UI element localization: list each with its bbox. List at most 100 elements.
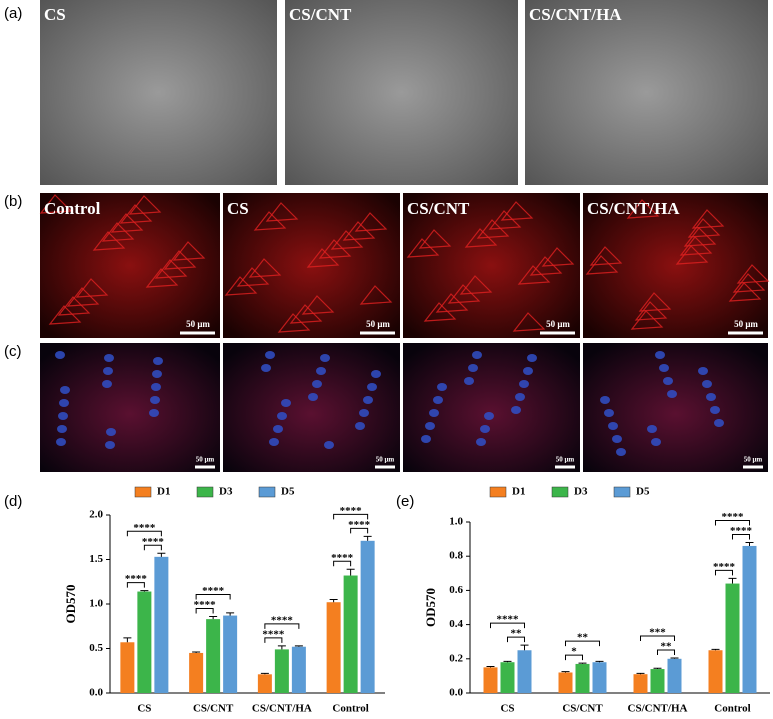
legend-swatch — [489, 486, 507, 498]
significance-bracket — [333, 560, 352, 567]
legend-swatch — [258, 486, 276, 498]
error-bar — [294, 645, 303, 647]
y-axis-label: OD570 — [423, 588, 438, 627]
cell — [589, 246, 623, 266]
bar — [575, 663, 590, 693]
significance-label: **** — [133, 522, 156, 534]
y-tick-label: 0.2 — [449, 652, 463, 664]
error-bar — [140, 590, 149, 592]
sem-image — [40, 0, 277, 185]
cell — [359, 285, 393, 305]
nucleus — [714, 419, 724, 427]
sem-image — [525, 0, 768, 185]
significance-bracket — [715, 569, 733, 576]
significance-label: **** — [271, 614, 294, 626]
error-bar — [561, 671, 570, 673]
nucleus — [702, 380, 712, 388]
nucleus — [468, 364, 478, 372]
significance-bracket — [640, 635, 675, 641]
scale-label: 50 μm — [366, 319, 390, 329]
nucleus — [667, 390, 677, 398]
bar — [708, 650, 723, 693]
y-tick-label: 1.5 — [89, 553, 103, 565]
nucleus — [103, 367, 113, 375]
bar — [500, 662, 515, 693]
bar — [274, 649, 289, 693]
nucleus — [324, 441, 334, 449]
bar — [742, 545, 757, 693]
nucleus — [273, 425, 283, 433]
bar — [592, 662, 607, 693]
error-bar — [728, 577, 737, 584]
significance-label: **** — [194, 599, 217, 611]
nucleus — [316, 367, 326, 375]
significance-label: *** — [649, 626, 666, 638]
cell — [39, 194, 73, 214]
charts: OD570 0.0 0.5 1.0 1.5 2.0 D1 D3 D5 CS CS/CNT CS/CNT… — [63, 486, 770, 715]
error-bar — [711, 648, 720, 651]
bar — [633, 674, 648, 693]
error-bar — [260, 672, 269, 675]
image-label: CS — [227, 199, 249, 218]
significance-bracket — [126, 530, 162, 537]
nucleus — [152, 370, 162, 378]
nucleus — [58, 412, 68, 420]
x-tick-label: CS — [137, 703, 151, 715]
error-bar — [346, 568, 355, 576]
bar — [137, 591, 152, 693]
nucleus — [698, 367, 708, 375]
nucleus — [519, 380, 529, 388]
cell — [418, 229, 452, 249]
image-label: CS/CNT — [289, 5, 352, 24]
significance-label: ** — [577, 632, 589, 644]
nucleus — [616, 448, 626, 456]
legend-label: D5 — [281, 486, 295, 498]
merged-image — [40, 343, 220, 472]
bar — [725, 583, 740, 693]
error-bar — [157, 552, 166, 557]
nucleus — [523, 367, 533, 375]
nucleus — [308, 393, 318, 401]
significance-bracket — [264, 637, 283, 643]
y-tick-label: 0.0 — [449, 687, 463, 699]
significance-label: ** — [511, 628, 523, 640]
bar — [343, 575, 358, 693]
bar — [291, 646, 306, 693]
nucleus — [57, 425, 67, 433]
error-bar — [209, 615, 218, 620]
nucleus — [655, 351, 665, 359]
scale-label: 50 μm — [376, 456, 395, 464]
significance-label: **** — [202, 585, 225, 597]
nucleus — [367, 383, 377, 391]
nucleus — [515, 393, 525, 401]
nucleus — [56, 438, 66, 446]
bar — [189, 652, 204, 693]
y-tick-label: 1.0 — [89, 598, 103, 610]
bar — [667, 658, 682, 693]
nucleus — [421, 435, 431, 443]
significance-bracket — [657, 649, 675, 655]
image-label: CS — [44, 5, 66, 24]
scale-label: 50 μm — [734, 319, 758, 329]
significance-bracket — [565, 654, 583, 661]
significance-label: **** — [713, 561, 736, 573]
bar — [326, 602, 341, 693]
error-bar — [578, 662, 587, 664]
y-tick-label: 1.0 — [449, 516, 463, 528]
nucleus — [706, 393, 716, 401]
nucleus — [281, 399, 291, 407]
image-label: Control — [44, 199, 101, 218]
nucleus — [261, 364, 271, 372]
bar — [120, 642, 135, 693]
y-tick-label: 0.8 — [449, 550, 463, 562]
nucleus — [102, 380, 112, 388]
bar — [257, 674, 272, 693]
nucleus — [437, 383, 447, 391]
significance-label: **** — [262, 628, 285, 640]
nucleus — [363, 396, 373, 404]
nucleus — [612, 435, 622, 443]
bar — [517, 650, 532, 693]
nucleus — [527, 354, 537, 362]
panel-label: (b) — [4, 193, 22, 210]
